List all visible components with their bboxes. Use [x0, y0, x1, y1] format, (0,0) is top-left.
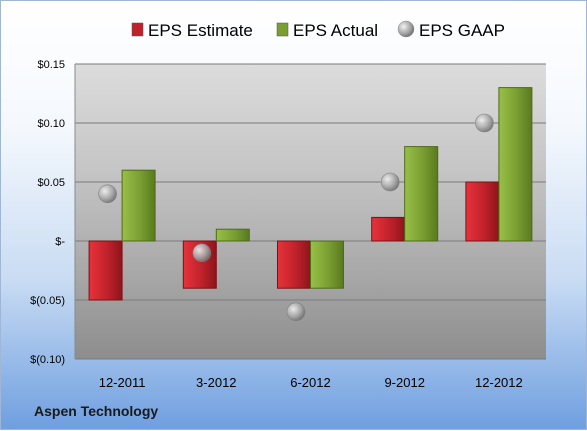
x-tick-label: 3-2012: [196, 375, 236, 390]
x-tick-label: 12-2012: [475, 375, 523, 390]
legend-label-eps-gaap: EPS GAAP: [419, 21, 505, 40]
y-tick-label: $(0.10): [30, 354, 65, 366]
legend-label-eps-estimate: EPS Estimate: [148, 21, 253, 40]
chart-legend: EPS Estimate EPS Actual EPS GAAP: [131, 20, 505, 40]
y-tick-label: $-: [55, 236, 65, 248]
legend-label-eps-actual: EPS Actual: [293, 21, 378, 40]
marker-eps-gaap: [286, 302, 306, 322]
bar-eps-estimate: [465, 181, 500, 242]
bar-eps-actual: [215, 228, 250, 242]
legend-swatch-eps-estimate: [131, 22, 144, 37]
bar-eps-estimate: [371, 216, 406, 242]
x-tick-label: 6-2012: [290, 375, 330, 390]
company-name: Aspen Technology: [34, 403, 159, 419]
marker-eps-gaap: [475, 113, 494, 133]
y-tick-label: $0.15: [37, 59, 65, 71]
bar-eps-actual: [121, 169, 156, 242]
bar-eps-actual: [404, 146, 439, 242]
bar-eps-actual: [310, 240, 344, 289]
x-tick-label: 9-2012: [384, 375, 424, 390]
bar-eps-estimate: [88, 240, 123, 301]
marker-eps-gaap: [192, 243, 212, 263]
y-tick-label: $0.10: [37, 118, 65, 130]
y-tick-label: $0.05: [37, 177, 65, 189]
legend-swatch-eps-actual: [276, 22, 289, 37]
x-tick-label: 12-2011: [99, 375, 146, 390]
marker-eps-gaap: [98, 184, 117, 204]
y-tick-label: $(0.05): [30, 295, 65, 307]
legend-swatch-eps-gaap: [397, 20, 415, 38]
bar-eps-estimate: [277, 240, 311, 289]
marker-eps-gaap: [380, 172, 400, 192]
bar-eps-actual: [498, 87, 533, 242]
